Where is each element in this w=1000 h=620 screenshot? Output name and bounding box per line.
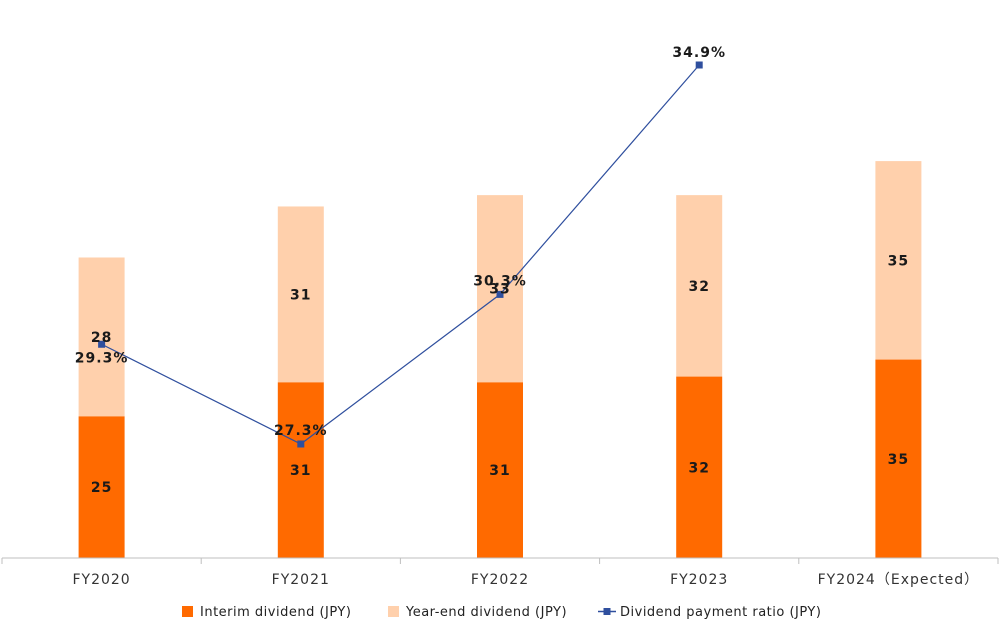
- bar-interim-label: 35: [888, 452, 909, 468]
- labels-layer: 25 28 31 31 31 33 32 32 35 35: [91, 253, 909, 496]
- bar-interim-label: 31: [489, 463, 510, 479]
- x-tick-labels: FY2020 FY2021 FY2022 FY2023 FY2024（Expected）: [72, 572, 980, 588]
- bar-year-end-label: 33: [489, 282, 510, 298]
- ratio-point-label: 34.9%: [672, 45, 726, 61]
- x-tick-label: FY2024（Expected）: [818, 572, 980, 588]
- ratio-point-label: 29.3%: [75, 350, 129, 366]
- bar-interim: [676, 376, 723, 558]
- x-tick-label: FY2022: [471, 572, 529, 588]
- x-tick-label: FY2020: [72, 572, 130, 588]
- bar-interim: [277, 382, 324, 558]
- bar-interim-label: 31: [290, 463, 311, 479]
- legend-label: Year-end dividend (JPY): [405, 605, 567, 620]
- x-tick-label: FY2021: [272, 572, 330, 588]
- bars-layer: [78, 161, 922, 558]
- bar-year-end: [477, 195, 523, 383]
- bar-interim: [875, 359, 922, 558]
- bar-interim: [477, 382, 523, 558]
- legend-swatch: [388, 606, 399, 617]
- bar-interim: [78, 416, 125, 558]
- bar-year-end: [277, 206, 324, 383]
- bar-year-end-label: 31: [290, 287, 311, 303]
- bar-year-end-label: 32: [688, 279, 709, 295]
- ratio-line-layer: 29.3% 27.3% 30.3% 34.9%: [75, 45, 726, 448]
- bar-year-end: [875, 161, 922, 360]
- legend-label: Interim dividend (JPY): [200, 605, 351, 620]
- legend-swatch: [182, 606, 193, 617]
- ratio-point: [98, 340, 106, 348]
- ratio-point: [297, 440, 305, 448]
- ratio-point: [695, 61, 703, 69]
- ratio-point-label: 30.3%: [473, 273, 527, 289]
- bar-year-end-label: 28: [91, 330, 112, 346]
- legend: Interim dividend (JPY) Year-end dividend …: [182, 605, 821, 620]
- bar-year-end-label: 35: [888, 253, 909, 269]
- ratio-point-label: 27.3%: [274, 423, 328, 439]
- bar-year-end: [676, 195, 723, 377]
- legend-label: Dividend payment ratio (JPY): [620, 605, 821, 620]
- ratio-series-line: [101, 64, 700, 445]
- bar-year-end: [78, 257, 125, 417]
- legend-swatch-marker: [603, 608, 611, 615]
- x-axis: [1, 557, 999, 564]
- ratio-point: [496, 290, 504, 298]
- bar-interim-label: 25: [91, 480, 112, 496]
- bar-interim-label: 32: [688, 460, 709, 476]
- x-tick-label: FY2023: [670, 572, 728, 588]
